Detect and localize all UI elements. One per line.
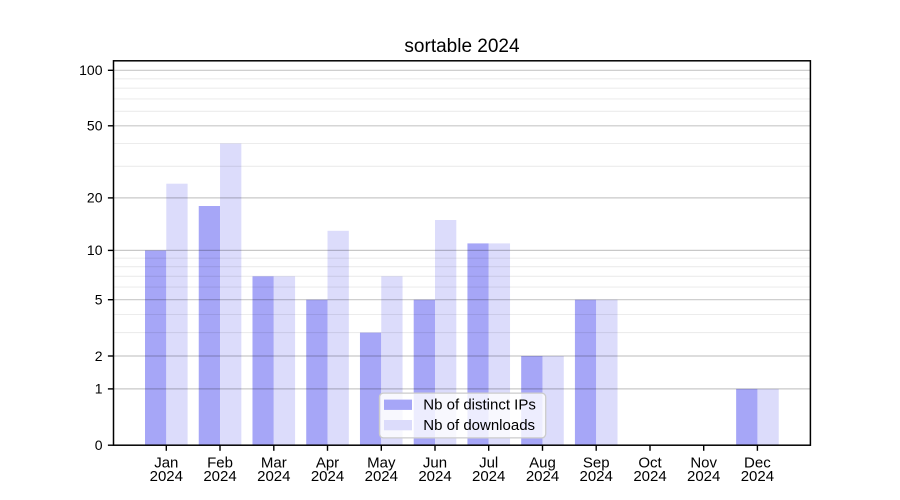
svg-text:2024: 2024 (526, 468, 559, 485)
svg-text:Oct: Oct (638, 455, 662, 472)
svg-text:0: 0 (95, 437, 103, 453)
svg-text:2024: 2024 (741, 468, 774, 485)
svg-text:sortable 2024: sortable 2024 (404, 36, 520, 57)
svg-text:2024: 2024 (580, 468, 613, 485)
svg-text:Jan: Jan (154, 455, 178, 472)
svg-text:5: 5 (95, 292, 103, 308)
svg-text:2024: 2024 (311, 468, 344, 485)
svg-text:1: 1 (95, 381, 103, 397)
svg-text:Jun: Jun (423, 455, 447, 472)
svg-text:Apr: Apr (316, 455, 339, 472)
svg-text:Feb: Feb (207, 455, 233, 472)
svg-text:50: 50 (87, 118, 103, 134)
svg-text:2024: 2024 (365, 468, 398, 485)
svg-text:100: 100 (79, 62, 103, 78)
svg-text:2024: 2024 (150, 468, 183, 485)
svg-text:20: 20 (87, 190, 103, 206)
svg-text:2: 2 (95, 348, 103, 364)
svg-text:2024: 2024 (203, 468, 236, 485)
svg-text:2024: 2024 (418, 468, 451, 485)
svg-text:Sep: Sep (583, 455, 610, 472)
svg-text:Aug: Aug (529, 455, 556, 472)
svg-text:Nb of distinct IPs: Nb of distinct IPs (423, 397, 536, 414)
svg-text:Dec: Dec (744, 455, 771, 472)
svg-text:2024: 2024 (257, 468, 290, 485)
svg-text:Jul: Jul (479, 455, 498, 472)
svg-text:2024: 2024 (472, 468, 505, 485)
svg-text:2024: 2024 (633, 468, 666, 485)
svg-text:10: 10 (87, 242, 103, 258)
svg-text:2024: 2024 (687, 468, 720, 485)
svg-text:Nb of downloads: Nb of downloads (423, 417, 535, 434)
svg-text:Nov: Nov (690, 455, 717, 472)
svg-text:May: May (367, 455, 396, 472)
svg-text:Mar: Mar (261, 455, 287, 472)
